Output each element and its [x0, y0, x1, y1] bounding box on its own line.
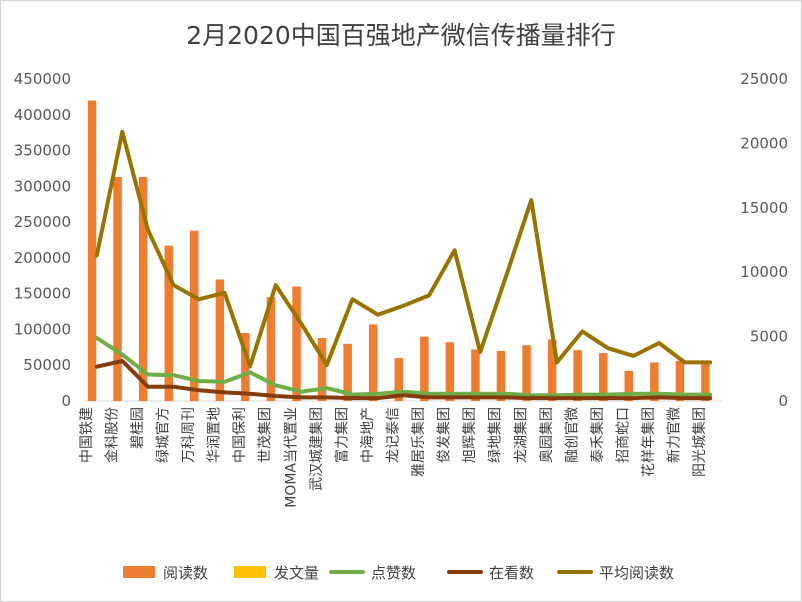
category-label: 招商蛇口	[616, 407, 632, 463]
legend-swatch	[123, 566, 155, 578]
left-tick-label: 300000	[14, 177, 71, 195]
category-label: 绿地集团	[487, 407, 504, 463]
bar-read-count	[87, 100, 97, 401]
right-tick-label: 25000	[740, 70, 788, 88]
left-tick-label: 350000	[14, 142, 71, 160]
legend: 阅读数 发文量 点赞数 在看数 平均阅读数	[123, 564, 674, 582]
bar-read-count	[650, 362, 659, 401]
bar-read-count	[624, 370, 633, 401]
bar-read-count	[547, 339, 557, 401]
left-tick-label: 400000	[14, 106, 71, 124]
bar-read-count	[266, 297, 276, 401]
bar-read-count	[445, 342, 455, 401]
legend-label: 点赞数	[371, 564, 416, 582]
legend-label: 发文量	[274, 564, 319, 582]
line-series	[94, 129, 713, 401]
category-label: 龙湖集团	[512, 407, 529, 463]
left-tick-label: 100000	[14, 320, 71, 338]
bar-series	[87, 100, 710, 401]
category-label: 绿城官方	[156, 407, 172, 463]
category-label: 新力官微	[667, 407, 683, 463]
category-label: 中国保利	[232, 407, 248, 463]
category-label: 万科周刊	[181, 407, 197, 463]
category-label: 泰禾集团	[589, 407, 606, 463]
category-label: 华润置地	[207, 407, 223, 463]
right-tick-label: 15000	[740, 199, 788, 217]
series-line	[94, 358, 713, 401]
bar-read-count	[343, 343, 352, 401]
legend-label: 在看数	[489, 564, 534, 582]
bar-read-count	[190, 230, 199, 401]
left-tick-label: 200000	[14, 249, 71, 267]
left-axis: 0 50000 100000 150000 200000 250000 300000 3500…	[14, 70, 71, 410]
right-axis: 0 5000 10000 15000 20000 25000	[740, 70, 788, 410]
category-label: 中国铁建	[79, 407, 95, 463]
category-label: 世茂集团	[257, 407, 274, 463]
left-tick-label: 150000	[14, 285, 71, 303]
bar-read-count	[675, 360, 685, 401]
category-label: 富力集团	[333, 407, 350, 463]
category-label: 阳光城集团	[691, 407, 708, 477]
category-label: 武汉城建集团	[308, 407, 325, 491]
right-tick-label: 5000	[750, 328, 788, 346]
bar-read-count	[241, 333, 250, 401]
category-label: 雅居乐集团	[410, 407, 427, 477]
legend-label: 平均阅读数	[599, 564, 674, 582]
left-tick-label: 250000	[14, 213, 71, 231]
category-label: 旭辉集团	[461, 407, 478, 463]
bar-read-count	[138, 177, 148, 401]
bar-read-count	[292, 286, 301, 401]
right-tick-label: 0	[778, 392, 788, 410]
bar-read-count	[368, 324, 378, 401]
bar-read-count	[522, 345, 531, 401]
bar-read-count	[420, 336, 429, 401]
bar-read-count	[573, 350, 582, 401]
chart-title: 2月2020中国百强地产微信传播量排行	[186, 21, 616, 50]
category-label: 金科股份	[104, 407, 120, 463]
category-labels: 中国铁建 金科股份 碧桂园 绿城官方 万科周刊 华润置地 中国保利 世茂集团 MOMA当代置业武…	[79, 407, 708, 508]
bar-read-count	[496, 350, 506, 401]
bar-read-count	[164, 245, 173, 401]
legend-swatch	[234, 566, 266, 578]
bar-read-count	[599, 353, 608, 401]
bar-read-count	[317, 338, 327, 401]
legend-label: 阅读数	[163, 564, 208, 582]
left-tick-label: 0	[61, 392, 71, 410]
category-label: 碧桂园	[130, 407, 146, 449]
category-label: 龙记泰信	[386, 407, 402, 463]
left-tick-label: 450000	[14, 70, 71, 88]
bar-read-count	[471, 349, 480, 401]
category-label: 俊发集团	[436, 407, 453, 463]
series-line	[94, 336, 713, 398]
right-tick-label: 10000	[740, 263, 788, 281]
category-label: 中海地产	[360, 407, 376, 463]
category-label: 奥园集团	[538, 407, 555, 463]
bar-read-count	[113, 177, 122, 401]
series-line	[94, 129, 713, 369]
category-label: 花样年集团	[640, 407, 657, 477]
bar-read-count	[394, 358, 403, 401]
bar-read-count	[215, 279, 225, 401]
bar-read-count	[701, 363, 710, 401]
left-tick-label: 50000	[23, 356, 71, 374]
right-tick-label: 20000	[740, 134, 788, 152]
category-label: 融创官微	[564, 407, 580, 463]
category-label: MOMA当代置业	[283, 407, 299, 508]
